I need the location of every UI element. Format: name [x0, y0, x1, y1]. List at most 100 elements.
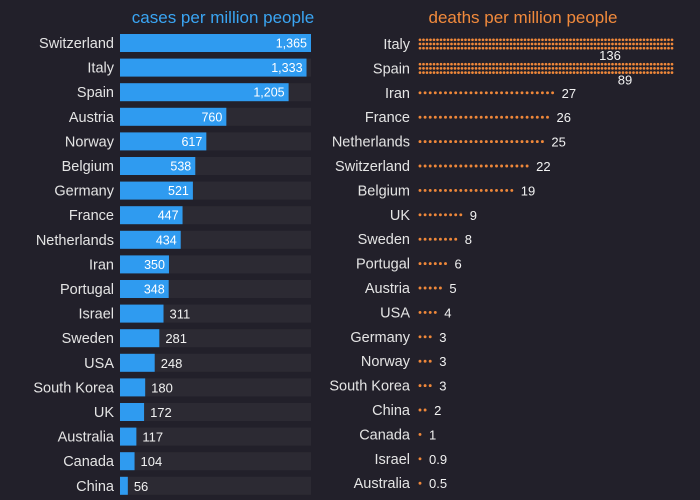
deaths-dot: [579, 42, 583, 46]
deaths-dot: [509, 38, 513, 42]
deaths-dot: [583, 62, 586, 66]
deaths-dot: [544, 67, 548, 70]
cases-bar-track: [120, 329, 311, 348]
deaths-dot: [534, 38, 537, 42]
deaths-dot: [513, 38, 516, 42]
deaths-dot: [515, 115, 519, 119]
deaths-dot: [453, 62, 457, 66]
deaths-dot: [474, 42, 478, 46]
deaths-dot: [460, 71, 464, 74]
deaths-value-label: 19: [521, 183, 535, 198]
cases-value-label: 281: [165, 331, 187, 346]
cases-value-label: 350: [144, 258, 165, 272]
deaths-dot: [422, 42, 425, 46]
deaths-dot: [551, 71, 555, 74]
deaths-dot: [548, 67, 551, 70]
deaths-dot: [639, 67, 642, 70]
deaths-dot: [516, 67, 520, 70]
deaths-dot: [618, 62, 621, 66]
deaths-category-label: Portugal: [356, 257, 410, 273]
deaths-dot: [506, 62, 509, 66]
deaths-dot: [546, 115, 549, 119]
deaths-dot: [632, 71, 635, 74]
deaths-dot: [611, 71, 614, 74]
deaths-dot: [439, 62, 443, 66]
deaths-dot: [457, 71, 460, 74]
deaths-dot: [492, 62, 495, 66]
deaths-dot: [551, 46, 555, 50]
deaths-dot: [534, 46, 537, 50]
deaths-dot: [423, 213, 427, 217]
deaths-dot: [656, 71, 660, 74]
deaths-dot: [474, 140, 478, 144]
deaths-dot: [459, 213, 463, 217]
deaths-dot: [646, 62, 649, 66]
deaths-value-label: 4: [444, 305, 451, 320]
deaths-dot: [527, 62, 530, 66]
deaths-dot: [534, 67, 537, 70]
deaths-dot: [428, 335, 432, 339]
deaths-dot: [670, 62, 674, 66]
deaths-dot: [572, 62, 576, 66]
deaths-dot: [614, 67, 618, 70]
deaths-dot: [505, 164, 509, 168]
deaths-dot: [502, 42, 506, 46]
cases-bar-track: [120, 378, 311, 397]
deaths-dot: [590, 38, 593, 42]
deaths-dot: [649, 67, 653, 70]
cases-category-label: Netherlands: [36, 233, 114, 249]
deaths-value-label: 3: [439, 354, 446, 369]
deaths-dot: [418, 67, 422, 70]
deaths-dot: [562, 71, 565, 74]
deaths-dot: [663, 38, 667, 42]
deaths-dot: [618, 67, 621, 70]
deaths-dot: [464, 62, 467, 66]
deaths-value-label: 8: [465, 232, 472, 247]
deaths-dot: [423, 262, 427, 266]
deaths-dot: [438, 115, 442, 119]
deaths-dot: [469, 91, 473, 95]
deaths-dot: [572, 71, 576, 74]
cases-bar: [120, 255, 169, 274]
deaths-dot: [653, 42, 656, 46]
deaths-dot: [428, 188, 432, 192]
deaths-dot: [433, 286, 437, 290]
deaths-dot: [443, 38, 446, 42]
deaths-dot: [489, 188, 493, 192]
deaths-dot: [446, 42, 450, 46]
deaths-dot: [505, 188, 509, 192]
deaths-dot: [597, 67, 600, 70]
deaths-dot: [492, 67, 495, 70]
deaths-dot: [525, 140, 529, 144]
deaths-dot: [457, 38, 460, 42]
deaths-dot: [576, 42, 579, 46]
deaths-dot: [485, 42, 488, 46]
deaths-dot: [565, 38, 569, 42]
deaths-dot: [540, 91, 544, 95]
deaths-dot: [604, 42, 607, 46]
deaths-dot: [481, 38, 485, 42]
deaths-dot: [604, 38, 607, 42]
deaths-dot: [446, 67, 450, 70]
deaths-dot: [551, 42, 555, 46]
cases-bar-track: [120, 353, 311, 372]
deaths-dot: [423, 408, 427, 412]
deaths-dot: [433, 237, 437, 241]
cases-value-label: 348: [144, 283, 165, 297]
deaths-dot: [474, 91, 478, 95]
deaths-dot: [516, 46, 520, 50]
deaths-dot: [653, 62, 656, 66]
deaths-dot: [460, 67, 464, 70]
deaths-dot: [429, 62, 432, 66]
cases-category-label: France: [69, 208, 114, 224]
deaths-dot: [586, 46, 590, 50]
deaths-dot: [502, 46, 506, 50]
deaths-dot: [569, 71, 572, 74]
deaths-dot: [607, 46, 611, 50]
deaths-dot: [558, 38, 562, 42]
deaths-dot: [443, 46, 446, 50]
deaths-dot: [428, 384, 432, 388]
deaths-dot: [418, 432, 422, 436]
deaths-dot: [471, 67, 474, 70]
cases-category-label: Sweden: [62, 331, 114, 347]
